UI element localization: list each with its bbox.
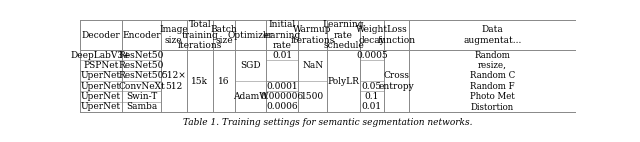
Text: UperNet: UperNet	[81, 82, 121, 91]
Text: Weight
decay: Weight decay	[356, 25, 388, 45]
Text: Initial
learning
rate: Initial learning rate	[263, 20, 301, 50]
Text: 0.0001: 0.0001	[266, 82, 298, 91]
Text: Data
augmentat...: Data augmentat...	[463, 25, 522, 45]
Text: AdamW: AdamW	[233, 92, 268, 101]
Text: Decoder: Decoder	[82, 31, 120, 40]
Text: Total
training
iterations: Total training iterations	[177, 20, 222, 50]
Text: Image
size: Image size	[159, 25, 188, 45]
Text: ConvNeXt: ConvNeXt	[118, 82, 165, 91]
Text: UperNet: UperNet	[81, 92, 121, 101]
Text: Random
resize,
Random C
Random F
Photo Met
Distortion: Random resize, Random C Random F Photo M…	[470, 51, 515, 111]
Text: Batch
size: Batch size	[211, 25, 237, 45]
Text: Warmup
iterations: Warmup iterations	[291, 25, 335, 45]
Text: NaN: NaN	[302, 61, 323, 70]
Text: Table 1. Training settings for semantic segmentation networks.: Table 1. Training settings for semantic …	[183, 118, 473, 127]
Text: Swin-T: Swin-T	[126, 92, 157, 101]
Text: Optimizer: Optimizer	[228, 31, 273, 40]
Text: Loss
function: Loss function	[378, 25, 415, 45]
Text: Learning
rate
schedule: Learning rate schedule	[323, 20, 364, 50]
Text: 0.01: 0.01	[362, 103, 382, 111]
Text: Samba: Samba	[126, 103, 157, 111]
Text: 1500: 1500	[301, 92, 324, 101]
Text: DeepLabV3+: DeepLabV3+	[71, 51, 131, 59]
Text: ResNet50: ResNet50	[119, 71, 164, 80]
Text: Cross
entropy: Cross entropy	[379, 71, 414, 91]
Text: 512×
512: 512× 512	[161, 71, 186, 91]
Text: PSPNet: PSPNet	[83, 61, 119, 70]
Text: Encoder: Encoder	[122, 31, 161, 40]
Text: ResNet50: ResNet50	[119, 61, 164, 70]
Text: 0.01: 0.01	[272, 51, 292, 59]
Text: 15k: 15k	[191, 77, 208, 85]
Text: UperNet: UperNet	[81, 71, 121, 80]
Text: 0.000006: 0.000006	[260, 92, 304, 101]
Text: 0.05: 0.05	[362, 82, 382, 91]
Text: ResNet50: ResNet50	[119, 51, 164, 59]
Text: 0.0005: 0.0005	[356, 51, 388, 59]
Text: 0.1: 0.1	[365, 92, 379, 101]
Text: UperNet: UperNet	[81, 103, 121, 111]
Text: 16: 16	[218, 77, 230, 85]
Text: 0.0006: 0.0006	[266, 103, 298, 111]
Text: SGD: SGD	[240, 61, 261, 70]
Text: PolyLR: PolyLR	[328, 77, 359, 85]
